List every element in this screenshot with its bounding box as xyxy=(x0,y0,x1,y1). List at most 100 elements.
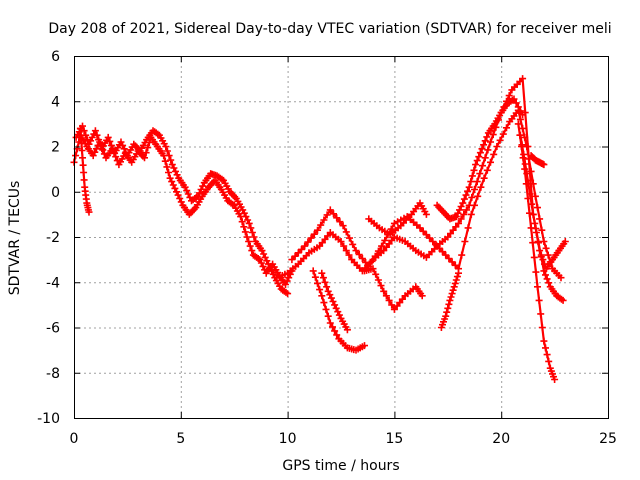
data-point xyxy=(468,172,476,180)
data-point xyxy=(142,149,150,157)
data-point xyxy=(499,130,507,138)
data-point xyxy=(536,215,544,223)
y-tick-label: -4 xyxy=(46,275,60,291)
x-tick-label: 10 xyxy=(279,431,297,447)
data-point xyxy=(539,256,547,264)
data-point xyxy=(531,192,539,200)
series-arc-7 xyxy=(318,269,351,334)
data-point xyxy=(422,231,430,239)
data-point xyxy=(429,238,437,245)
data-point xyxy=(377,282,385,290)
data-point xyxy=(317,221,325,229)
data-point xyxy=(460,210,468,218)
x-tick-label: 25 xyxy=(599,431,617,447)
data-point xyxy=(320,299,328,307)
data-point xyxy=(167,156,175,164)
data-point xyxy=(173,188,180,196)
data-point xyxy=(361,342,368,350)
data-point xyxy=(478,145,486,153)
data-point xyxy=(352,247,360,255)
data-point xyxy=(169,181,177,189)
data-point xyxy=(463,206,470,214)
data-point xyxy=(382,292,390,300)
data-point xyxy=(106,137,114,145)
data-point xyxy=(479,162,486,170)
data-point xyxy=(284,290,292,298)
data-point xyxy=(330,210,337,218)
data-point xyxy=(484,146,492,154)
data-point xyxy=(240,223,248,231)
data-point xyxy=(314,279,321,287)
data-point xyxy=(238,218,246,226)
data-point xyxy=(445,255,453,262)
data-point xyxy=(521,133,529,141)
data-point xyxy=(476,170,484,178)
data-point xyxy=(78,147,86,154)
data-point xyxy=(527,224,535,232)
series-line xyxy=(436,97,524,220)
data-point xyxy=(444,304,452,312)
data-point xyxy=(349,240,357,248)
data-point xyxy=(250,233,258,241)
data-point xyxy=(333,331,341,339)
y-tick-label: 0 xyxy=(51,185,60,201)
data-point xyxy=(85,208,93,216)
data-point xyxy=(461,238,469,245)
y-tick-label: -10 xyxy=(37,411,60,427)
data-point xyxy=(298,245,305,253)
data-point xyxy=(472,161,480,169)
y-tick-label: -6 xyxy=(46,321,60,337)
data-point xyxy=(535,296,543,304)
data-point xyxy=(465,183,473,191)
data-point xyxy=(446,296,454,304)
data-point xyxy=(529,210,537,218)
data-point xyxy=(162,143,170,150)
data-point xyxy=(388,301,396,309)
data-point xyxy=(285,274,293,282)
data-point xyxy=(326,319,334,327)
data-point xyxy=(451,261,459,269)
data-point xyxy=(93,131,101,139)
data-point xyxy=(519,111,527,119)
data-point xyxy=(72,152,80,160)
data-point xyxy=(184,190,192,198)
data-point xyxy=(505,92,513,100)
chart-title: Day 208 of 2021, Sidereal Day-to-day VTE… xyxy=(48,21,611,37)
data-point xyxy=(248,229,256,236)
y-tick-label: 6 xyxy=(51,49,60,65)
data-point xyxy=(561,238,569,245)
data-point xyxy=(490,150,498,158)
data-point xyxy=(324,287,332,295)
data-point xyxy=(381,236,389,244)
data-point xyxy=(540,238,548,245)
data-point xyxy=(246,242,254,250)
data-point xyxy=(534,283,541,291)
data-point xyxy=(327,294,335,302)
data-point xyxy=(346,234,353,242)
data-point xyxy=(477,183,485,191)
data-point xyxy=(172,167,179,175)
data-point xyxy=(171,184,179,192)
data-point xyxy=(355,251,363,258)
data-point xyxy=(358,255,366,262)
series-arc-4 xyxy=(273,75,567,304)
data-point xyxy=(516,131,524,139)
data-point xyxy=(512,99,520,107)
data-point xyxy=(176,195,184,202)
data-point xyxy=(503,124,510,132)
data-point xyxy=(332,304,340,312)
data-point xyxy=(442,312,450,320)
y-tick-label: 2 xyxy=(51,140,60,156)
data-point xyxy=(170,164,178,172)
data-point xyxy=(245,219,253,227)
data-point xyxy=(416,224,424,232)
data-point xyxy=(521,160,529,168)
data-point xyxy=(378,242,386,250)
data-point xyxy=(240,209,248,217)
data-point xyxy=(113,157,121,165)
data-point xyxy=(527,167,535,175)
data-point xyxy=(473,157,481,165)
data-point xyxy=(460,195,468,203)
data-point xyxy=(83,136,91,144)
data-point xyxy=(345,251,353,259)
